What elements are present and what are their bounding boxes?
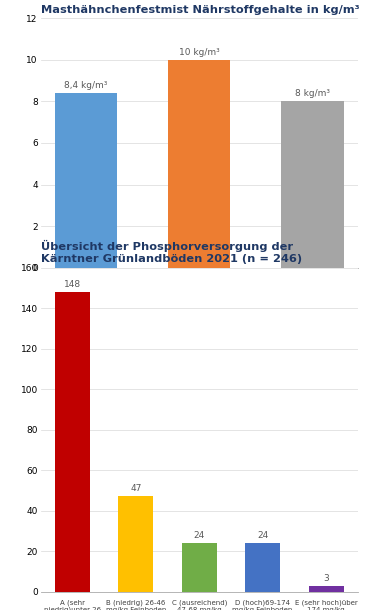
Text: 3: 3 <box>323 573 329 583</box>
Bar <box>168 60 230 268</box>
Bar <box>308 586 344 592</box>
Legend: N-Feldfallend, Phosphor, Kalium: N-Feldfallend, Phosphor, Kalium <box>45 292 225 307</box>
Bar <box>245 543 280 592</box>
Bar <box>281 101 344 268</box>
Text: 24: 24 <box>194 531 205 540</box>
Text: 8 kg/m³: 8 kg/m³ <box>295 89 330 98</box>
Bar <box>118 497 153 592</box>
Text: 24: 24 <box>257 531 268 540</box>
Text: Übersicht der Phosphorversorgung der
Kärntner Grünlandböden 2021 (n = 246): Übersicht der Phosphorversorgung der Kär… <box>41 240 302 264</box>
Text: 8,4 kg/m³: 8,4 kg/m³ <box>65 81 108 90</box>
Text: 148: 148 <box>64 280 81 289</box>
Text: Masthähnchenfestmist Nährstoffgehalte in kg/m³: Masthähnchenfestmist Nährstoffgehalte in… <box>41 5 359 15</box>
Bar <box>182 543 217 592</box>
Text: 47: 47 <box>130 484 142 493</box>
Bar <box>55 292 90 592</box>
Bar <box>55 93 117 268</box>
Text: Quelle: Sachgerechte Düngung, eigene Berechnungen 2021: Quelle: Sachgerechte Düngung, eigene Ber… <box>41 317 253 323</box>
Text: 10 kg/m³: 10 kg/m³ <box>179 48 220 57</box>
